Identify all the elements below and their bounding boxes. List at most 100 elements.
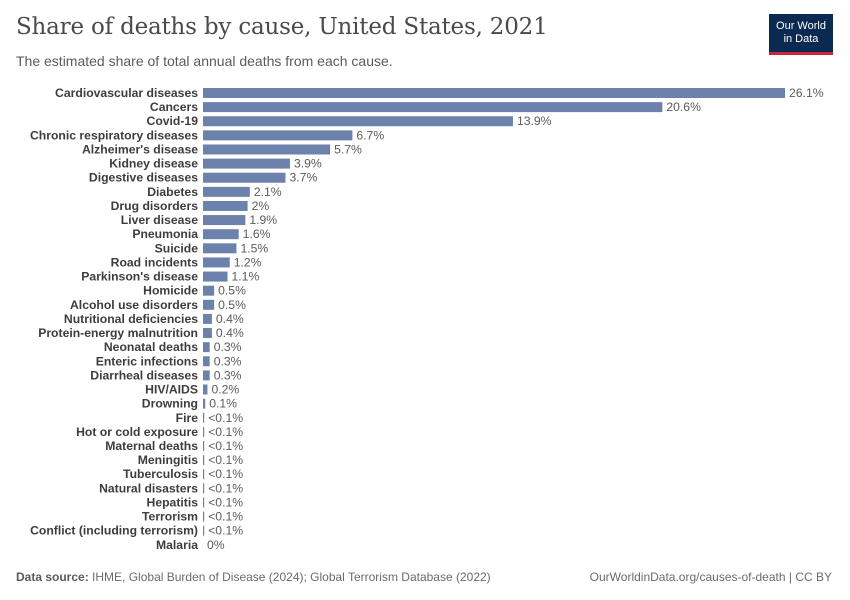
value-label: <0.1% [208,439,243,453]
value-label: 0.5% [218,298,246,312]
category-label: Conflict (including terrorism) [30,524,198,538]
category-label: Diarrheal diseases [90,368,198,382]
value-label: 0.3% [214,354,242,368]
bar-chart: Cardiovascular diseases 26.1% Cancers 20.6%… [30,86,824,552]
category-label: Fire [176,411,199,425]
category-label: Pneumonia [132,227,198,241]
value-label: 0.1% [209,397,237,411]
category-label: Covid-19 [147,114,199,128]
logo-line-1: Our World [776,20,826,32]
bar[interactable] [203,469,205,480]
category-label: Alzheimer's disease [82,142,198,156]
category-label: Neonatal deaths [104,340,198,354]
bar[interactable] [203,426,205,437]
value-label: 5.7% [334,142,362,156]
bar[interactable] [203,243,237,254]
value-label: <0.1% [208,481,243,495]
category-label: Suicide [155,241,199,255]
logo-line-2: in Data [783,33,819,45]
bar[interactable] [203,328,212,339]
category-label: Terrorism [142,510,198,524]
category-label: Drug disorders [111,199,199,213]
bar[interactable] [203,384,208,395]
value-label: <0.1% [208,411,243,425]
category-label: Hepatitis [147,495,199,509]
value-label: 1.9% [249,213,277,227]
value-label: 0.5% [218,284,246,298]
category-label: Hot or cold exposure [76,425,198,439]
category-label: Liver disease [121,213,198,227]
bar[interactable] [203,229,239,240]
data-source-label: Data source: [16,570,89,584]
category-label: Natural disasters [99,481,198,495]
source-url[interactable]: OurWorldinData.org/causes-of-death | CC … [589,570,832,584]
category-label: Chronic respiratory diseases [30,128,198,142]
chart-title: Share of deaths by cause, United States,… [16,14,548,40]
bar[interactable] [203,200,248,211]
category-label: Kidney disease [109,157,198,171]
value-label: 0.4% [216,312,244,326]
bar[interactable] [203,313,212,324]
category-label: Enteric infections [96,354,198,368]
value-label: <0.1% [208,467,243,481]
value-label: 0% [207,538,225,552]
value-label: <0.1% [208,524,243,538]
bar[interactable] [203,116,513,127]
bar[interactable] [203,102,663,113]
value-label: 1.5% [240,241,268,255]
category-label: Parkinson's disease [81,270,198,284]
bar[interactable] [203,158,290,169]
bar[interactable] [203,511,205,522]
bar[interactable] [203,186,250,197]
category-label: Tuberculosis [123,467,198,481]
category-label: Road incidents [111,255,199,269]
bar[interactable] [203,455,205,466]
value-label: 0.4% [216,326,244,340]
category-label: HIV/AIDS [145,383,198,397]
category-label: Alcohol use disorders [70,298,198,312]
value-label: 20.6% [666,100,701,114]
bar[interactable] [203,285,215,296]
category-label: Malaria [156,538,198,552]
bar[interactable] [203,144,331,155]
bar[interactable] [203,441,205,451]
value-label: 1.2% [234,255,262,269]
value-label: 0.3% [214,340,242,354]
bar[interactable] [203,130,353,141]
value-label: 3.7% [290,171,318,185]
value-label: 1.1% [232,270,260,284]
bar[interactable] [203,370,210,381]
category-label: Diabetes [147,185,198,199]
bar[interactable] [203,215,246,226]
value-label: 13.9% [517,114,552,128]
bar[interactable] [203,271,228,282]
bar[interactable] [203,257,230,268]
bar[interactable] [203,398,206,409]
category-label: Protein-energy malnutrition [38,326,198,340]
category-label: Nutritional deficiencies [64,312,198,326]
value-label: 2.1% [254,185,282,199]
value-label: <0.1% [208,510,243,524]
value-label: 6.7% [356,128,384,142]
bar[interactable] [203,342,210,353]
bar[interactable] [203,497,205,508]
value-label: <0.1% [208,425,243,439]
category-label: Meningitis [138,453,198,467]
bar[interactable] [203,356,210,367]
value-label: 0.3% [214,368,242,382]
data-source: Data source: IHME, Global Burden of Dise… [16,570,491,584]
value-label: <0.1% [208,453,243,467]
owid-logo[interactable]: Our World in Data [769,14,833,55]
bar[interactable] [203,299,215,310]
category-label: Homicide [143,284,198,298]
bar[interactable] [203,88,785,98]
bar[interactable] [203,172,286,183]
data-source-text[interactable]: IHME, Global Burden of Disease (2024); G… [92,570,491,584]
bar[interactable] [203,412,205,423]
value-label: 3.9% [294,157,322,171]
bar[interactable] [203,483,205,494]
value-label: <0.1% [208,495,243,509]
category-label: Drowning [142,397,198,411]
bar[interactable] [203,525,205,536]
category-label: Digestive diseases [89,171,198,185]
